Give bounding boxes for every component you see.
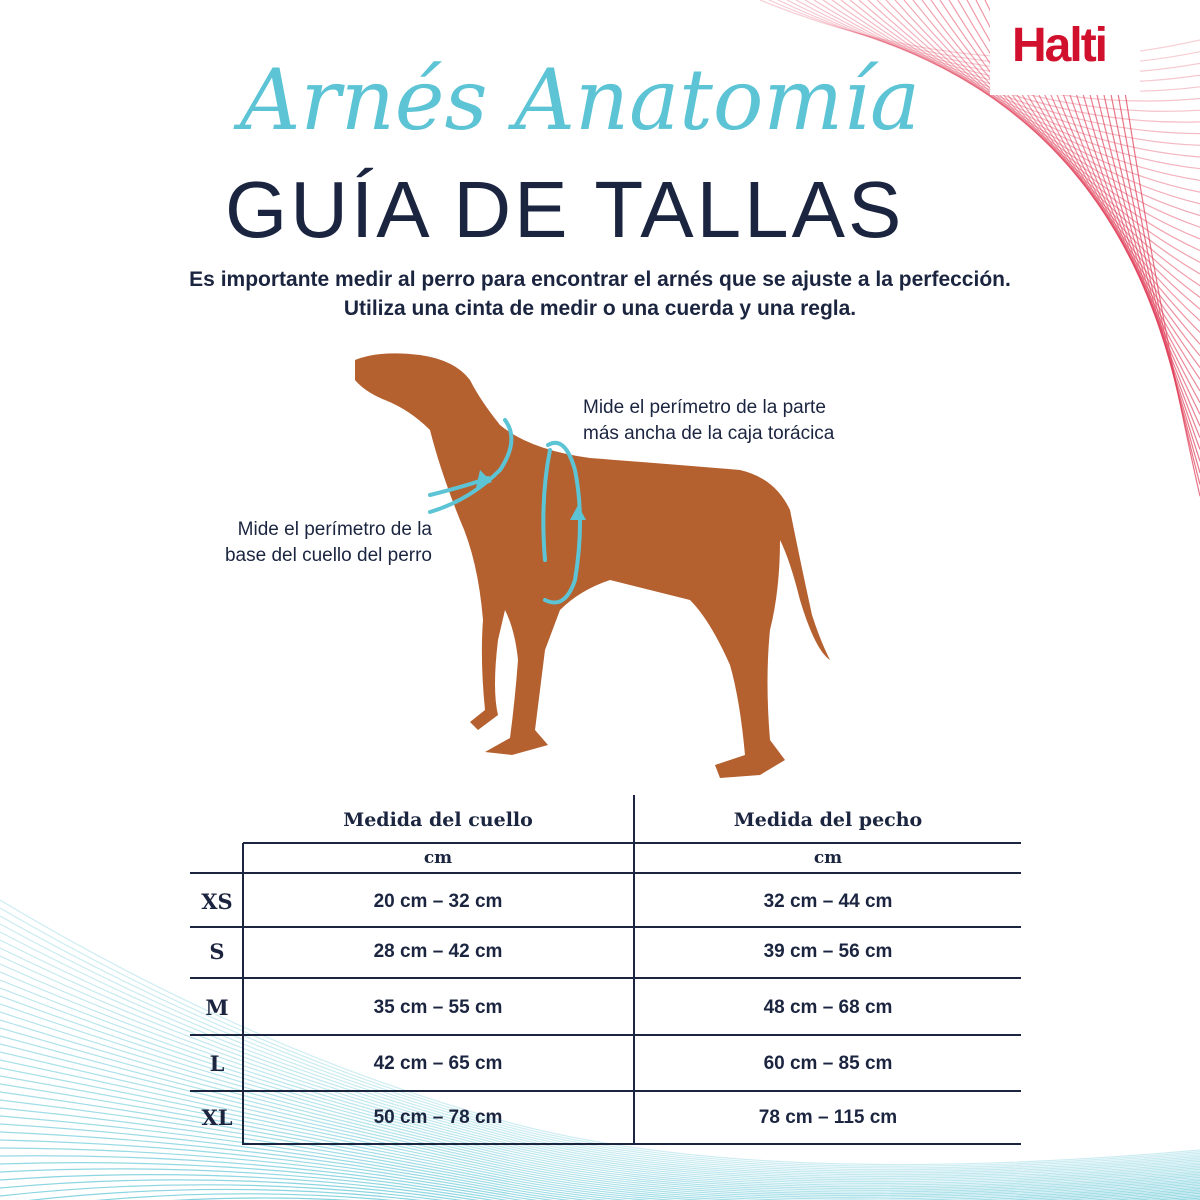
red-wave-line bbox=[858, 0, 1200, 170]
teal-wave-line bbox=[0, 995, 1200, 1186]
teal-wave-line bbox=[0, 1139, 1200, 1200]
teal-wave-line bbox=[0, 1067, 1200, 1200]
teal-wave-line bbox=[0, 1174, 480, 1200]
page-title: GUÍA DE TALLAS bbox=[225, 165, 905, 254]
neck-annotation-line-1: Mide el perímetro de la bbox=[237, 519, 432, 540]
table-rule bbox=[243, 842, 1021, 844]
column-header-chest: Medida del pecho bbox=[733, 809, 923, 831]
table-rule bbox=[190, 926, 1021, 928]
table-rule bbox=[190, 872, 1021, 874]
teal-wave-line bbox=[0, 1179, 463, 1200]
size-label: S bbox=[209, 939, 225, 964]
dog-illustration bbox=[355, 353, 830, 778]
teal-wave-line bbox=[0, 1162, 509, 1200]
teal-wave-line bbox=[0, 1051, 1200, 1198]
chest-measure: 78 cm – 115 cm bbox=[758, 1107, 898, 1128]
teal-wave-line bbox=[0, 1115, 1200, 1200]
neck-measure: 28 cm – 42 cm bbox=[373, 941, 503, 962]
chest-annotation-line-2: más ancha de la caja torácica bbox=[583, 423, 835, 444]
size-label: XL bbox=[201, 1105, 233, 1130]
red-wave-line bbox=[867, 0, 1200, 181]
red-wave-line bbox=[885, 0, 1200, 205]
teal-wave-line bbox=[0, 1123, 1200, 1200]
teal-wave-line bbox=[95, 1193, 395, 1200]
teal-wave-line bbox=[0, 1147, 1200, 1200]
teal-wave-line bbox=[0, 955, 1200, 1178]
unit-neck: cm bbox=[423, 848, 453, 868]
intro-line-1: Es importante medir al perro para encont… bbox=[189, 268, 1011, 291]
chest-annotation-line-1: Mide el perímetro de la parte bbox=[583, 397, 826, 418]
halti-logo: Halti bbox=[1012, 19, 1108, 72]
teal-wave-line bbox=[0, 947, 1200, 1176]
chest-measure: 32 cm – 44 cm bbox=[763, 891, 893, 912]
column-header-neck: Medida del cuello bbox=[343, 809, 533, 831]
teal-wave-line bbox=[0, 1075, 1200, 1200]
neck-measure: 50 cm – 78 cm bbox=[373, 1107, 503, 1128]
teal-wave-line bbox=[0, 1027, 1200, 1193]
teal-wave-line bbox=[0, 915, 1200, 1169]
table-rule bbox=[243, 1143, 1021, 1145]
neck-measure: 35 cm – 55 cm bbox=[373, 997, 503, 1018]
table-rule bbox=[190, 1090, 1021, 1092]
teal-wave-line bbox=[0, 963, 1200, 1179]
red-wave-line bbox=[768, 0, 1200, 67]
table-rule bbox=[190, 1034, 1021, 1036]
teal-wave-line bbox=[0, 1168, 495, 1200]
neck-annotation: Mide el perímetro de la base del cuello … bbox=[150, 517, 432, 569]
teal-wave-line bbox=[0, 923, 1200, 1171]
teal-wave-line bbox=[0, 907, 1200, 1167]
chest-measure: 60 cm – 85 cm bbox=[763, 1053, 893, 1074]
chest-measure: 39 cm – 56 cm bbox=[763, 941, 893, 962]
red-wave-line bbox=[777, 0, 1200, 75]
neck-measure: 20 cm – 32 cm bbox=[373, 891, 503, 912]
teal-wave-line bbox=[0, 1184, 444, 1200]
intro-line-2: Utiliza una cinta de medir o una cuerda … bbox=[343, 297, 857, 320]
teal-wave-line bbox=[0, 987, 1200, 1184]
teal-wave-line bbox=[0, 1107, 1200, 1200]
chest-measure: 48 cm – 68 cm bbox=[763, 997, 893, 1018]
table-rule bbox=[190, 977, 1021, 979]
teal-wave-line bbox=[0, 1035, 1200, 1195]
teal-wave-line bbox=[0, 1043, 1200, 1197]
teal-wave-line bbox=[0, 1059, 1200, 1200]
teal-wave-line bbox=[0, 1091, 1200, 1200]
teal-wave-line bbox=[0, 939, 1200, 1174]
red-wave-line bbox=[894, 0, 1200, 217]
teal-wave-line bbox=[0, 1011, 1200, 1190]
red-wave-line bbox=[759, 0, 1200, 59]
teal-wave-line bbox=[0, 1019, 1200, 1191]
teal-wave-line bbox=[0, 931, 1200, 1172]
size-label: XS bbox=[201, 889, 233, 914]
table-divider bbox=[633, 795, 635, 1145]
script-title: Arnés Anatomía bbox=[239, 51, 921, 149]
red-wave-line bbox=[876, 0, 1200, 193]
neck-measure: 42 cm – 65 cm bbox=[373, 1053, 503, 1074]
teal-wave-line bbox=[0, 1083, 1200, 1200]
table-divider bbox=[242, 843, 244, 1145]
unit-chest: cm bbox=[813, 848, 843, 868]
teal-wave-line bbox=[0, 979, 1200, 1183]
teal-wave-line bbox=[0, 899, 1200, 1166]
teal-wave-line bbox=[0, 1131, 1200, 1200]
teal-wave-line bbox=[0, 1099, 1200, 1200]
size-label: M bbox=[205, 995, 229, 1020]
teal-wave-line bbox=[28, 1188, 422, 1200]
chest-annotation: Mide el perímetro de la parte más ancha … bbox=[583, 395, 834, 447]
teal-wave-line bbox=[0, 1003, 1200, 1188]
neck-annotation-line-2: base del cuello del perro bbox=[224, 545, 432, 566]
size-label: L bbox=[209, 1051, 225, 1076]
logo-box bbox=[990, 0, 1140, 95]
